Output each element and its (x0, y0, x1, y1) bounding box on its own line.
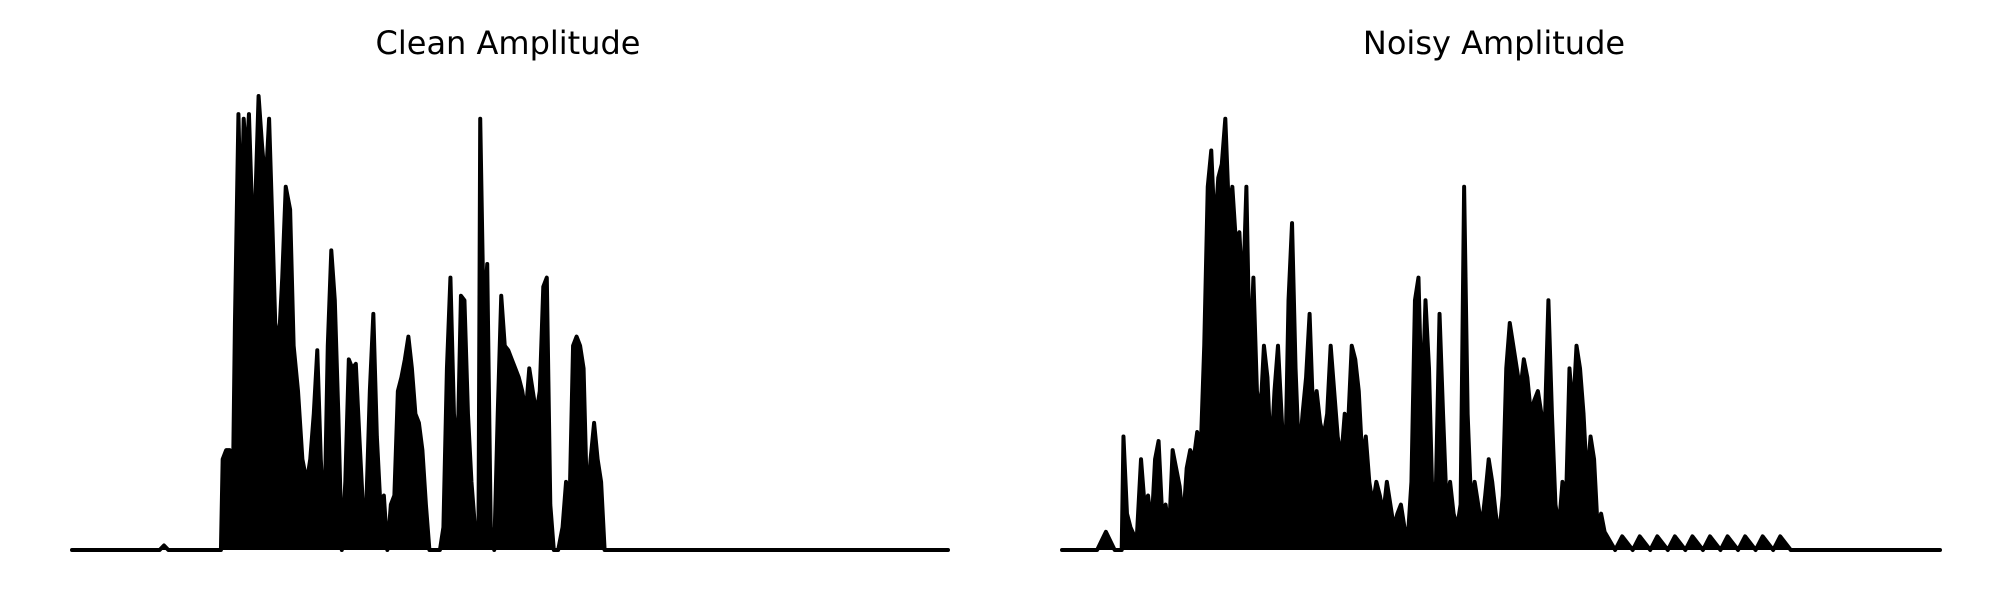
amplitude-area-series-0 (1062, 118, 1940, 550)
noisy-amplitude-plot (1060, 116, 1942, 552)
clean-amplitude-plot (70, 94, 950, 552)
chart-title: Noisy Amplitude (1362, 24, 1626, 62)
amplitude-area-series-0 (72, 96, 948, 550)
amplitude-line-series-0 (70, 94, 950, 552)
amplitude-line-series-0 (1060, 116, 1942, 552)
chart-title: Clean Amplitude (375, 24, 641, 62)
